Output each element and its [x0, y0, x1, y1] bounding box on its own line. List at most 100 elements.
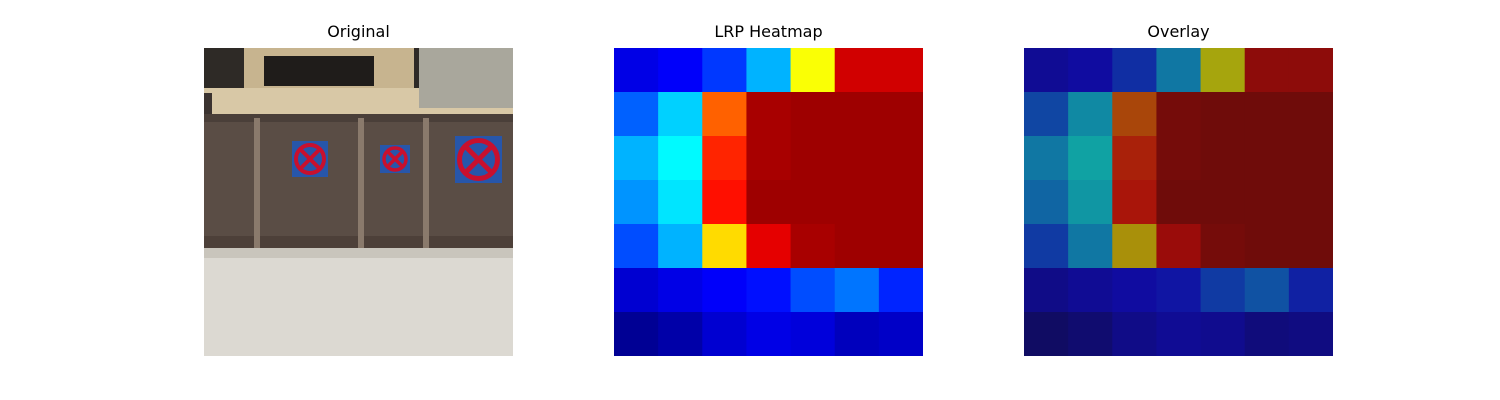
original-title: Original — [327, 22, 390, 41]
panel-original: Original — [204, 0, 513, 400]
panel-overlay: Overlay — [1024, 0, 1333, 400]
overlay-heatmap — [1024, 48, 1333, 356]
overlay-cell — [1112, 268, 1158, 313]
heatmap-cell — [658, 48, 703, 93]
overlay-cell — [1112, 180, 1158, 225]
heatmap-cell — [878, 180, 923, 225]
overlay-cell — [1288, 312, 1333, 356]
heatmap-cell — [658, 224, 703, 269]
overlay-cell — [1112, 224, 1158, 269]
heatmap-cell — [834, 268, 880, 313]
heatmap-cell — [658, 312, 703, 356]
heatmap-cell — [658, 136, 703, 181]
overlay-cell — [1288, 224, 1333, 269]
overlay-cell — [1200, 136, 1246, 181]
heatmap-cell — [702, 48, 748, 93]
overlay-cell — [1024, 180, 1069, 225]
no-stopping-sign — [455, 136, 502, 183]
heatmap-cell — [614, 224, 659, 269]
overlay-cell — [1112, 92, 1158, 137]
heatmap-title: LRP Heatmap — [714, 22, 823, 41]
overlay-cell — [1024, 312, 1069, 356]
overlay-cell — [1068, 92, 1113, 137]
no-stopping-sign — [380, 145, 410, 173]
overlay-cell — [1288, 136, 1333, 181]
heatmap-cell — [614, 268, 659, 313]
lrp-heatmap — [614, 48, 923, 356]
heatmap-cell — [878, 224, 923, 269]
heatmap-cell — [746, 224, 792, 269]
overlay-cell — [1244, 48, 1290, 93]
overlay-cell — [1156, 268, 1202, 313]
heatmap-cell — [746, 92, 792, 137]
heatmap-cell — [878, 48, 923, 93]
heatmap-cell — [790, 268, 836, 313]
heatmap-cell — [878, 92, 923, 137]
overlay-cell — [1288, 92, 1333, 137]
panel-lrp-heatmap: LRP Heatmap — [614, 0, 923, 400]
overlay-cell — [1200, 180, 1246, 225]
heatmap-cell — [614, 48, 659, 93]
overlay-cell — [1244, 180, 1290, 225]
overlay-cell — [1024, 268, 1069, 313]
heatmap-cell — [702, 180, 748, 225]
overlay-cell — [1244, 92, 1290, 137]
overlay-cell — [1156, 48, 1202, 93]
no-stopping-sign — [292, 141, 328, 177]
heatmap-cell — [790, 224, 836, 269]
overlay-cell — [1156, 312, 1202, 356]
overlay-cell — [1200, 312, 1246, 356]
heatmap-cell — [746, 180, 792, 225]
overlay-cell — [1068, 48, 1113, 93]
heatmap-cell — [834, 136, 880, 181]
overlay-cell — [1068, 136, 1113, 181]
heatmap-cell — [614, 136, 659, 181]
heatmap-cell — [746, 312, 792, 356]
roof-right — [419, 48, 513, 108]
overlay-title: Overlay — [1147, 22, 1210, 41]
heatmap-cell — [834, 224, 880, 269]
overlay-cell — [1244, 224, 1290, 269]
overlay-cell — [1200, 224, 1246, 269]
overlay-cell — [1288, 48, 1333, 93]
overlay-cell — [1024, 48, 1069, 93]
overlay-cell — [1024, 92, 1069, 137]
heatmap-cell — [746, 136, 792, 181]
overlay-cell — [1112, 48, 1158, 93]
fence-post — [358, 118, 364, 248]
overlay-cell — [1156, 92, 1202, 137]
heatmap-cell — [614, 180, 659, 225]
heatmap-cell — [614, 92, 659, 137]
heatmap-cell — [658, 268, 703, 313]
left-post — [204, 93, 212, 118]
overlay-cell — [1244, 312, 1290, 356]
overlay-cell — [1068, 224, 1113, 269]
overlay-cell — [1068, 312, 1113, 356]
overlay-cell — [1112, 312, 1158, 356]
heatmap-cell — [746, 48, 792, 93]
heatmap-cell — [834, 180, 880, 225]
heatmap-cell — [658, 180, 703, 225]
heatmap-cell — [878, 312, 923, 356]
overlay-cell — [1200, 268, 1246, 313]
original-image — [204, 48, 513, 356]
heatmap-cell — [834, 312, 880, 356]
overlay-cell — [1024, 224, 1069, 269]
heatmap-cell — [790, 180, 836, 225]
overlay-cell — [1156, 180, 1202, 225]
heatmap-cell — [878, 136, 923, 181]
overlay-cell — [1112, 136, 1158, 181]
heatmap-cell — [790, 136, 836, 181]
ground — [204, 248, 513, 356]
heatmap-cell — [702, 268, 748, 313]
overlay-cell — [1068, 268, 1113, 313]
overlay-cell — [1200, 48, 1246, 93]
overlay-cell — [1156, 224, 1202, 269]
heatmap-cell — [790, 312, 836, 356]
heatmap-cell — [702, 312, 748, 356]
heatmap-cell — [834, 48, 880, 93]
heatmap-cell — [790, 48, 836, 93]
fence-post — [423, 118, 429, 248]
overlay-cell — [1156, 136, 1202, 181]
heatmap-cell — [878, 268, 923, 313]
